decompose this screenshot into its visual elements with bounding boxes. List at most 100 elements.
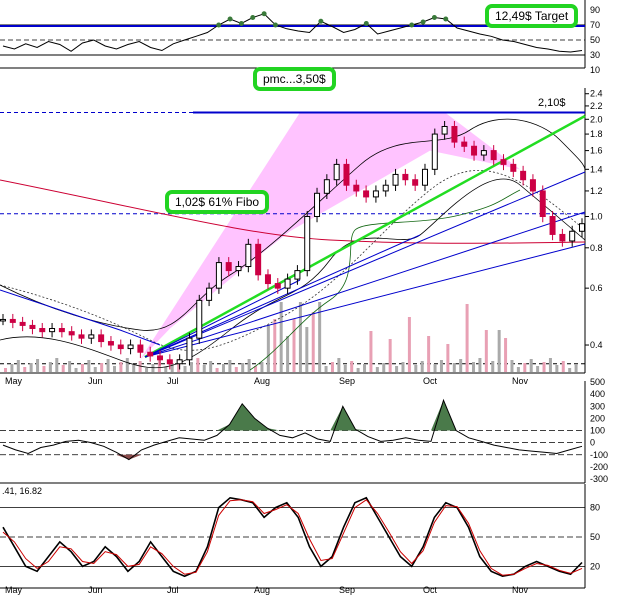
stochastic-month-label-oct: Oct	[423, 585, 438, 595]
volume-bar	[170, 363, 174, 372]
price-candle-body	[382, 184, 389, 192]
volume-bar	[311, 312, 315, 372]
price-tick-1-0: 1.0	[590, 212, 603, 222]
volume-bar	[4, 368, 7, 372]
fibo-annotation: 1,02$ 61% Fibo	[165, 190, 270, 214]
pmc-annotation: pmc...3,50$	[253, 67, 336, 91]
price-candle-body	[49, 328, 56, 333]
volume-bar	[433, 364, 437, 372]
volume-bar	[497, 330, 501, 372]
stochastic-month-label-jul: Jul	[167, 585, 179, 595]
price-candle-body	[29, 324, 36, 330]
blue-fan-line-3	[144, 171, 586, 358]
rsi-overbought-mark	[318, 18, 324, 24]
volume-bar	[356, 368, 360, 372]
price-candle-body	[343, 163, 350, 186]
price-candle-body	[0, 318, 6, 322]
volume-bar	[87, 360, 91, 372]
volume-bar	[228, 360, 232, 372]
price-candle-body	[206, 287, 213, 301]
volume-bar	[407, 317, 411, 372]
volume-bar	[145, 368, 149, 372]
price-tick-2-0: 2.0	[590, 114, 603, 124]
price-month-label-jul: Jul	[167, 376, 179, 386]
blue-fan-line-1	[144, 243, 586, 358]
volume-bar	[23, 367, 27, 372]
rsi-overbought-mark	[238, 21, 244, 26]
price-month-label-nov: Nov	[512, 376, 529, 386]
volume-bar	[260, 362, 264, 372]
price-candle-body	[353, 184, 360, 192]
volume-bar	[542, 362, 546, 372]
price-candle-body	[157, 355, 164, 361]
price-candle-body	[19, 321, 26, 326]
price-tick-1-2: 1.2	[590, 186, 603, 196]
target-annotation: 12,49$ Target	[485, 4, 579, 28]
volume-bar	[491, 361, 495, 372]
volume-bar	[305, 327, 309, 372]
volume-bar	[343, 365, 347, 372]
volume-bar	[279, 302, 283, 372]
volume-bar	[363, 364, 367, 372]
price-candle-body	[490, 150, 497, 161]
price-month-label-jun: Jun	[88, 376, 103, 386]
rsi-tick-70: 70	[590, 20, 600, 30]
price-candle-body	[304, 216, 311, 272]
volume-bar	[189, 362, 193, 372]
momentum-tick-200: 200	[590, 413, 605, 423]
volume-bar	[510, 360, 514, 372]
volume-bar	[221, 364, 225, 372]
volume-bar	[446, 344, 450, 372]
rsi-line	[2, 13, 583, 53]
stochastic-month-label-nov: Nov	[512, 585, 529, 595]
price-candle-body	[471, 145, 478, 156]
volume-bar	[452, 363, 456, 372]
volume-bar	[55, 358, 59, 372]
volume-bar	[16, 360, 20, 372]
volume-bar	[427, 336, 431, 372]
price-candle-body	[68, 331, 75, 336]
rsi-tick-10: 10	[590, 65, 600, 75]
bollinger-upper	[0, 118, 586, 331]
volume-bar	[478, 358, 482, 372]
volume-bar	[112, 366, 116, 372]
price-candle-body	[284, 278, 291, 289]
volume-bar	[536, 366, 540, 372]
rsi-overbought-mark	[261, 11, 267, 17]
price-candle-body	[9, 318, 16, 323]
volume-bar	[420, 361, 424, 372]
price-candle-body	[510, 163, 517, 172]
volume-bar	[106, 359, 110, 372]
momentum-tick-0: 0	[590, 438, 595, 448]
volume-bar	[119, 362, 123, 372]
price-candle-body	[274, 283, 281, 289]
volume-bar	[157, 360, 161, 372]
volume-bar	[36, 359, 40, 372]
rsi-overbought-mark	[420, 19, 426, 25]
volume-bar	[350, 361, 354, 372]
volume-bar	[561, 361, 565, 372]
price-candle-body	[235, 266, 242, 272]
volume-bar	[318, 302, 322, 372]
price-candle-body	[39, 328, 46, 333]
price-candle-body	[255, 243, 262, 276]
rsi-tick-50: 50	[590, 35, 600, 45]
price-tick-1-4: 1.4	[590, 164, 603, 174]
volume-bar	[504, 338, 508, 372]
volume-bar	[472, 362, 476, 372]
volume-bar	[529, 359, 533, 372]
volume-bar	[414, 365, 418, 372]
blue-fan-line-5	[144, 279, 301, 358]
price-candle-body	[441, 125, 448, 135]
volatility-band	[249, 189, 521, 371]
volume-bar	[286, 336, 290, 372]
volume-bar	[375, 367, 379, 372]
bollinger-lower	[0, 178, 586, 369]
price-candle-body	[421, 168, 428, 186]
price-candle-body	[88, 334, 95, 339]
momentum-tick-400: 400	[590, 389, 605, 399]
price-candle-body	[412, 179, 419, 186]
volume-bar	[61, 365, 65, 372]
volume-bar	[234, 367, 238, 372]
price-candle-body	[520, 170, 527, 181]
